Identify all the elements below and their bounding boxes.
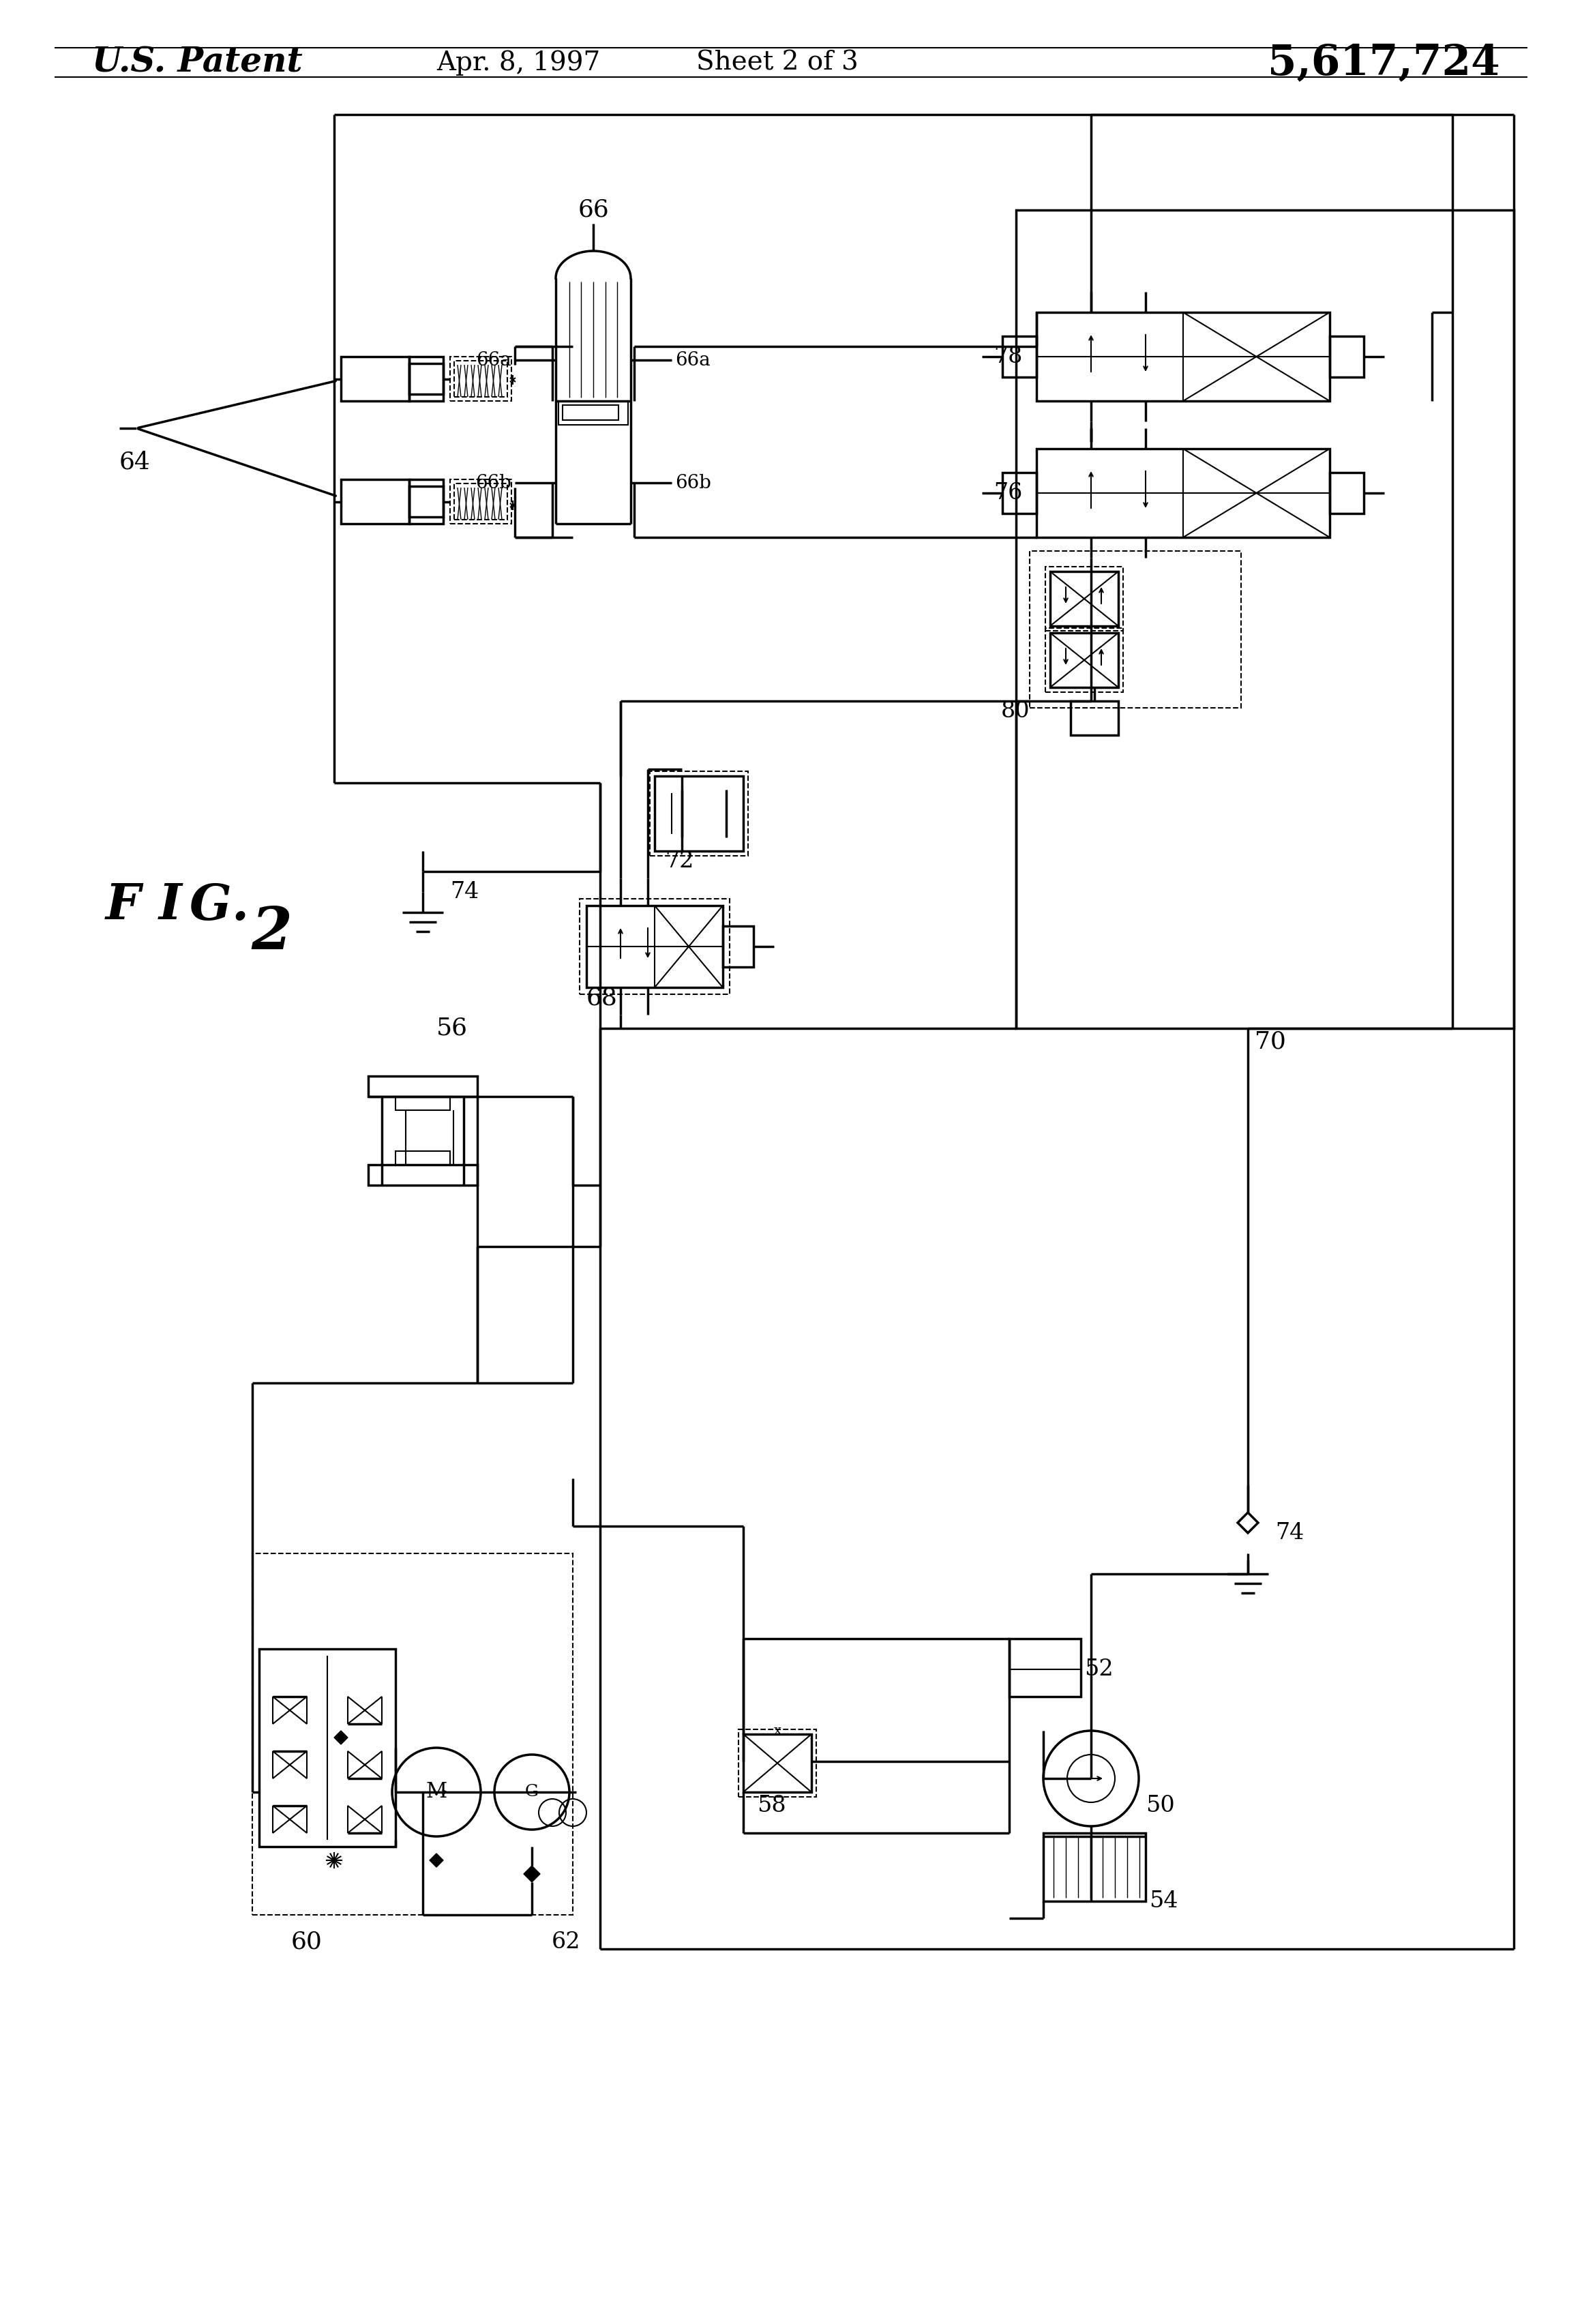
Bar xyxy=(454,483,508,521)
Bar xyxy=(410,356,443,402)
Bar xyxy=(410,363,443,395)
Bar xyxy=(723,925,753,967)
Bar xyxy=(342,356,410,402)
Text: 76: 76 xyxy=(993,481,1024,504)
Text: 66a: 66a xyxy=(476,351,511,370)
Bar xyxy=(449,479,511,523)
Bar xyxy=(558,402,628,425)
Text: 74: 74 xyxy=(449,881,479,902)
Bar xyxy=(1030,551,1240,709)
Polygon shape xyxy=(334,1731,348,1745)
Bar xyxy=(1330,337,1364,376)
Bar xyxy=(252,1552,573,1915)
Text: F: F xyxy=(106,881,141,930)
Text: 68: 68 xyxy=(587,985,617,1009)
Text: 54: 54 xyxy=(1149,1889,1179,1913)
Bar xyxy=(1043,1834,1145,1901)
Bar xyxy=(1050,572,1118,625)
Text: G: G xyxy=(188,881,231,930)
Bar xyxy=(1009,1638,1081,1697)
Bar xyxy=(1016,209,1514,1027)
Text: 56: 56 xyxy=(437,1018,468,1039)
Bar xyxy=(563,404,619,421)
Text: 60: 60 xyxy=(291,1931,323,1954)
Bar xyxy=(410,479,443,523)
Bar xyxy=(655,776,744,851)
Polygon shape xyxy=(430,1855,443,1866)
Bar xyxy=(449,356,511,402)
Text: U.S. Patent: U.S. Patent xyxy=(92,46,302,79)
Text: 58: 58 xyxy=(756,1794,786,1817)
Bar xyxy=(1046,567,1123,630)
Bar xyxy=(395,1150,449,1164)
Bar xyxy=(369,1164,478,1185)
Text: 80: 80 xyxy=(1000,700,1030,723)
Text: 64: 64 xyxy=(119,451,150,474)
Bar xyxy=(259,1650,395,1848)
Text: 62: 62 xyxy=(552,1931,581,1952)
Bar xyxy=(1003,472,1036,514)
Bar xyxy=(1071,702,1118,734)
Text: 52: 52 xyxy=(1084,1659,1114,1680)
Text: 74: 74 xyxy=(1275,1522,1304,1543)
Bar xyxy=(1050,632,1118,688)
Text: M: M xyxy=(426,1783,448,1803)
Text: 72: 72 xyxy=(664,851,694,872)
Text: Sheet 2 of 3: Sheet 2 of 3 xyxy=(696,51,859,74)
Polygon shape xyxy=(524,1866,539,1882)
Text: 78: 78 xyxy=(993,346,1024,367)
Text: 50: 50 xyxy=(1145,1794,1175,1817)
Bar xyxy=(579,899,729,995)
Text: 5,617,724: 5,617,724 xyxy=(1267,42,1500,84)
Text: 66b: 66b xyxy=(676,474,712,493)
Bar xyxy=(1046,627,1123,693)
Bar xyxy=(342,479,410,523)
Text: I: I xyxy=(158,881,182,930)
Text: G: G xyxy=(525,1785,539,1801)
Bar xyxy=(395,1097,449,1111)
Bar xyxy=(454,360,508,397)
Text: 70: 70 xyxy=(1255,1030,1286,1053)
Bar xyxy=(1330,472,1364,514)
Bar xyxy=(650,772,748,855)
Bar xyxy=(1036,311,1330,402)
Text: x: x xyxy=(774,1724,782,1736)
Text: 2: 2 xyxy=(252,904,291,962)
Text: Apr. 8, 1997: Apr. 8, 1997 xyxy=(437,49,600,74)
Bar xyxy=(1003,337,1036,376)
Bar xyxy=(739,1729,816,1796)
Text: .: . xyxy=(233,881,248,930)
Text: 66a: 66a xyxy=(676,351,710,370)
Bar xyxy=(744,1734,812,1792)
Text: 66b: 66b xyxy=(475,474,511,493)
Bar xyxy=(410,486,443,516)
Bar xyxy=(587,906,723,988)
Bar xyxy=(369,1076,478,1097)
Bar xyxy=(1036,449,1330,537)
Text: 66: 66 xyxy=(577,198,609,221)
